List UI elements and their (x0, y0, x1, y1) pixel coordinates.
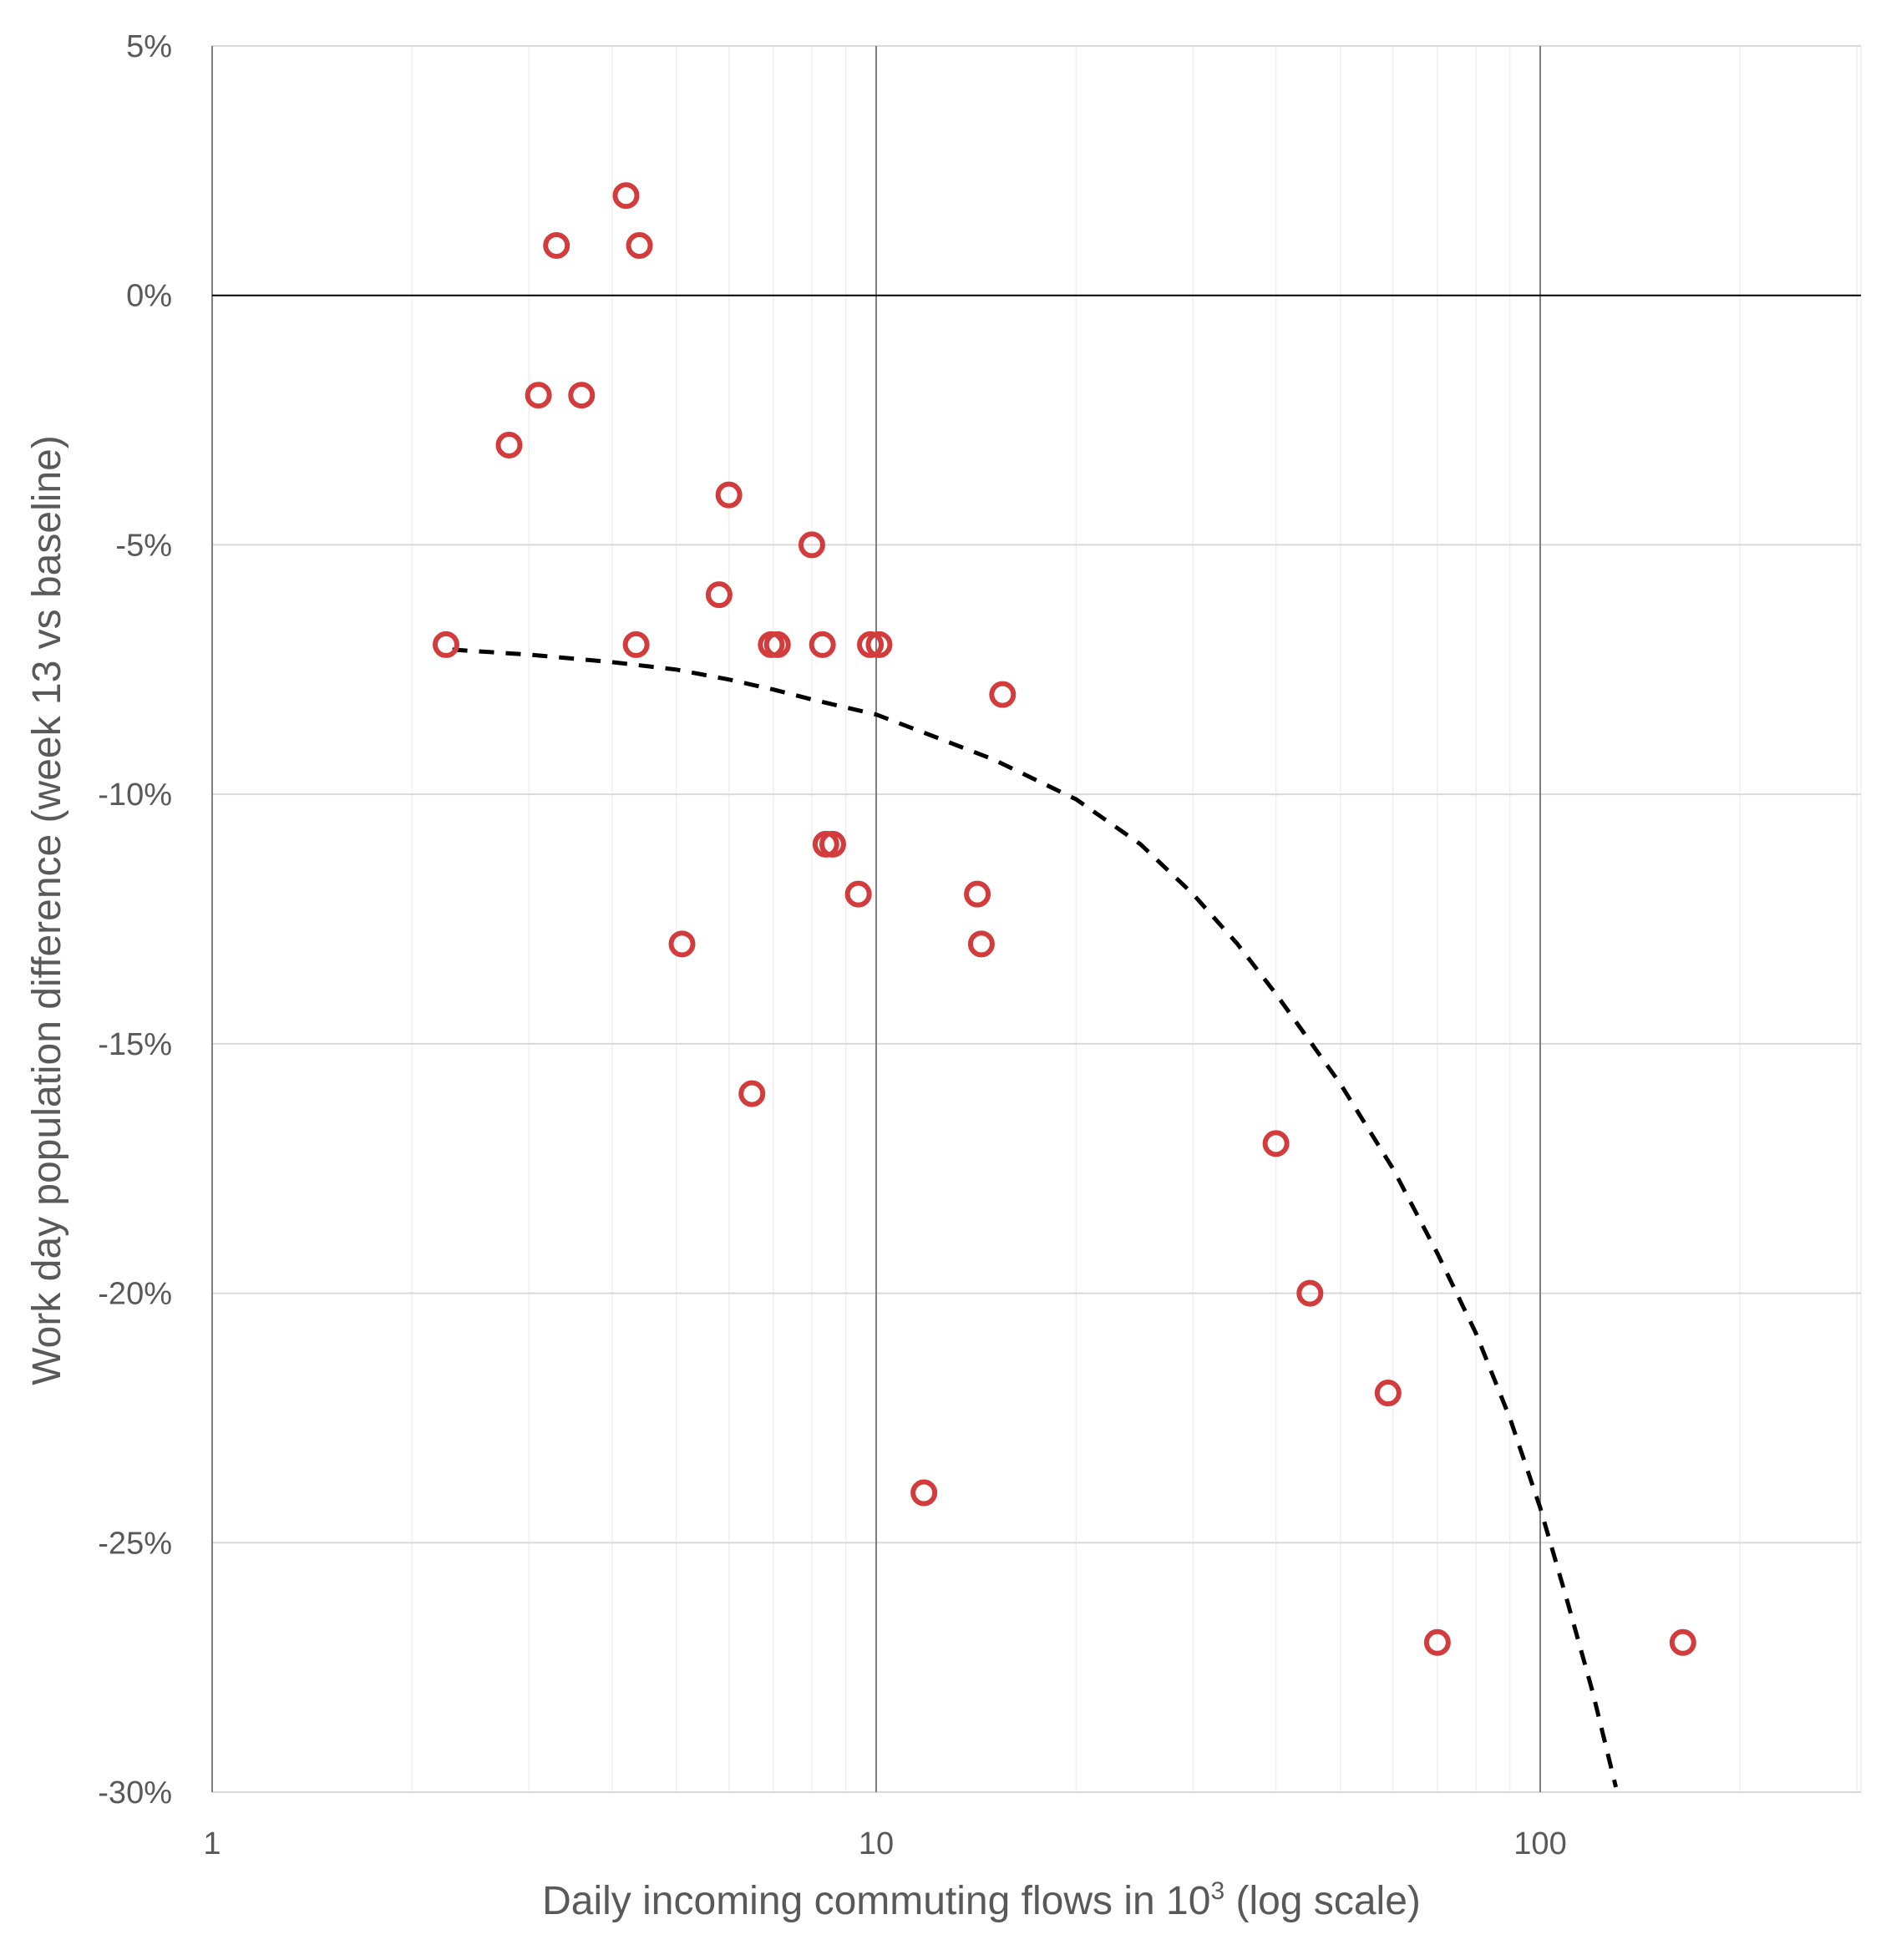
y-tick-label: -5% (115, 528, 172, 563)
y-tick-label: 5% (126, 29, 172, 64)
data-point (819, 830, 846, 858)
y-tick-label: -10% (98, 777, 172, 813)
data-point (738, 1080, 766, 1107)
x-axis-title-sup: 3 (1210, 1877, 1224, 1905)
x-axis-title-suffix: (log scale) (1224, 1879, 1421, 1923)
data-point (432, 631, 459, 658)
data-point (763, 631, 791, 658)
data-point (1262, 1130, 1290, 1157)
y-tick-label: -20% (98, 1277, 172, 1312)
data-point (989, 681, 1017, 708)
y-tick-label: -15% (98, 1027, 172, 1062)
data-point (622, 631, 650, 658)
y-tick-label: 0% (126, 279, 172, 314)
data-point (1374, 1380, 1402, 1407)
data-point (809, 631, 836, 658)
y-tick-label: -25% (98, 1526, 172, 1561)
y-axis-title: Work day population difference (week 13 … (25, 435, 69, 1385)
data-point (1423, 1628, 1451, 1656)
data-point (626, 231, 653, 259)
data-point (543, 231, 570, 259)
data-point (525, 382, 552, 409)
x-tick-labels: 1 10 100 (203, 1826, 1566, 1861)
data-point (844, 880, 872, 908)
data-point (967, 930, 995, 958)
data-points-group (432, 182, 1696, 1656)
x-tick-label: 100 (1513, 1826, 1566, 1861)
data-point (715, 481, 743, 509)
data-point (612, 182, 640, 210)
data-point (495, 431, 523, 458)
data-point (865, 631, 893, 658)
data-point (1296, 1279, 1324, 1307)
data-point (798, 531, 825, 559)
data-point (568, 382, 596, 409)
x-axis-title: Daily incoming commuting flows in 103 (l… (542, 1877, 1421, 1923)
y-tick-labels: 5% 0% -5% -10% -15% -20% -25% -30% (98, 29, 172, 1811)
axes (211, 46, 1861, 1792)
data-point (668, 930, 696, 958)
x-axis-title-main: Daily incoming commuting flows in 10 (542, 1879, 1210, 1923)
trendline-group (452, 647, 1619, 1788)
data-point (964, 880, 991, 908)
grid-lines (212, 45, 1862, 1793)
x-tick-label: 10 (859, 1826, 894, 1861)
data-point (1669, 1628, 1696, 1656)
x-tick-label: 1 (203, 1826, 221, 1861)
data-point (705, 581, 733, 609)
data-point (910, 1479, 938, 1507)
y-tick-label: -30% (98, 1775, 172, 1811)
data-point (857, 631, 885, 658)
trendline (452, 647, 1619, 1788)
